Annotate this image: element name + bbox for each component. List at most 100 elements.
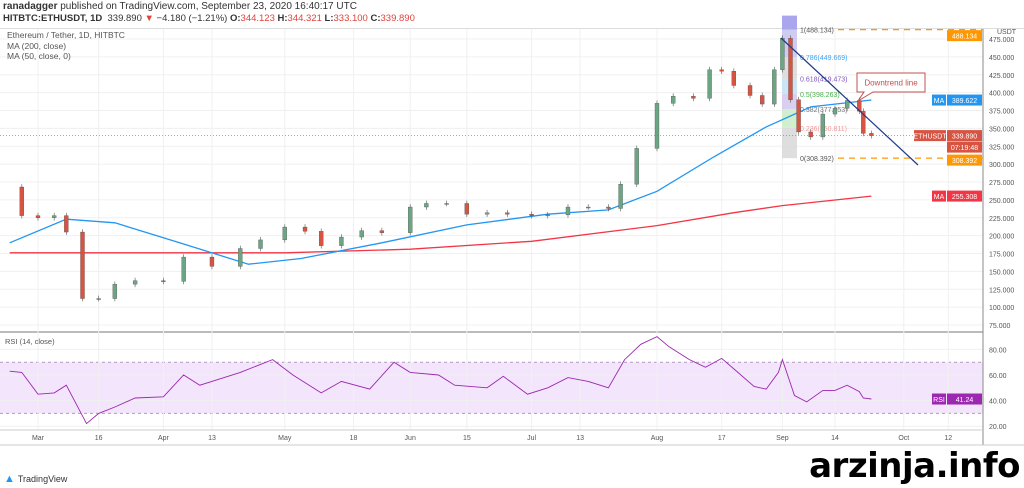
author-name[interactable]: ranadagger bbox=[3, 1, 58, 12]
candle-up bbox=[545, 214, 550, 217]
rsi-tick-label: 40.00 bbox=[989, 399, 1007, 406]
candle-up bbox=[282, 226, 287, 241]
y-tick-label: 275.000 bbox=[989, 180, 1014, 187]
rsi-value-label: 41.24 bbox=[956, 397, 974, 404]
candle-up bbox=[780, 38, 785, 70]
y-tick-label: 475.000 bbox=[989, 37, 1014, 44]
candle-up bbox=[820, 113, 826, 138]
ma200-tag-bg bbox=[932, 190, 946, 202]
x-tick-label: 15 bbox=[463, 435, 471, 442]
high-value: 344.321 bbox=[287, 13, 322, 24]
ma50-price-label: 389.622 bbox=[952, 98, 977, 105]
ohlc-bar: HITBTC:ETHUSDT, 1D 339.890 ▼ −4.180 (−1.… bbox=[3, 13, 415, 24]
tradingview-icon: ▲ bbox=[4, 473, 15, 485]
rsi-band bbox=[0, 362, 983, 414]
candle-down bbox=[731, 71, 737, 86]
fib-band bbox=[782, 15, 797, 30]
y-tick-label: 175.000 bbox=[989, 252, 1014, 259]
candle-up bbox=[586, 206, 591, 209]
candle-up bbox=[52, 215, 57, 218]
chart-legend: Ethereum / Tether, 1D, HITBTC MA (200, c… bbox=[7, 30, 125, 62]
x-tick-label: 16 bbox=[95, 435, 103, 442]
candle-up bbox=[339, 236, 344, 246]
fib-level-label: 0.382(377.053) bbox=[800, 107, 847, 114]
y-tick-label: 325.000 bbox=[989, 144, 1014, 151]
rsi-value-label-bg bbox=[947, 393, 982, 405]
candle-down bbox=[747, 85, 753, 96]
fib-band bbox=[782, 127, 797, 159]
published-text: published on TradingView.com, September … bbox=[60, 1, 357, 12]
legend-ma200[interactable]: MA (200, close) bbox=[7, 40, 67, 51]
candle-up bbox=[565, 206, 571, 216]
legend-symbol[interactable]: Ethereum / Tether, 1D, HITBTC bbox=[7, 30, 125, 40]
fib-level-label: 0(308.392) bbox=[800, 156, 834, 163]
ma50-price-label-bg bbox=[947, 94, 982, 106]
price-change: −4.180 (−1.21%) bbox=[156, 13, 228, 24]
ma50-tag-bg bbox=[932, 94, 946, 106]
rsi-line bbox=[9, 336, 872, 425]
candle-up bbox=[112, 284, 118, 299]
legend-ma50[interactable]: MA (50, close, 0) bbox=[7, 51, 71, 61]
last-price-label-bg bbox=[947, 130, 982, 142]
currency-label: USDT bbox=[997, 29, 1017, 36]
price-label-308-bg bbox=[947, 154, 982, 166]
x-tick-label: Mar bbox=[32, 435, 45, 442]
fib-level-label: 1(488.134) bbox=[800, 28, 834, 35]
x-tick-label: Jul bbox=[527, 435, 536, 442]
candle-up bbox=[96, 298, 101, 300]
candle-up bbox=[707, 69, 712, 99]
symbol-tag: ETHUSDT bbox=[913, 134, 947, 141]
ma200-tag: MA bbox=[934, 194, 945, 201]
candle-down bbox=[19, 186, 24, 216]
fib-level-label: 0.5(398.263) bbox=[800, 92, 840, 99]
x-tick-label: Apr bbox=[158, 435, 170, 442]
y-tick-label: 425.000 bbox=[989, 73, 1014, 80]
x-tick-label: 17 bbox=[718, 435, 726, 442]
rsi-tick-label: 60.00 bbox=[989, 373, 1007, 380]
fib-band bbox=[782, 93, 797, 110]
x-tick-label: May bbox=[278, 435, 292, 442]
candle-down bbox=[319, 231, 324, 246]
candle-down bbox=[719, 69, 724, 72]
callout-text: Downtrend line bbox=[864, 79, 918, 88]
candle-down bbox=[464, 203, 469, 215]
ma50-line bbox=[9, 99, 872, 265]
x-tick-label: 18 bbox=[350, 435, 358, 442]
x-tick-label: Oct bbox=[898, 435, 909, 442]
x-tick-label: 14 bbox=[831, 435, 839, 442]
x-tick-label: Aug bbox=[651, 435, 664, 442]
x-tick-label: Jun bbox=[405, 435, 416, 442]
candle-up bbox=[258, 239, 263, 249]
candle-up bbox=[654, 103, 660, 149]
x-tick-label: Sep bbox=[776, 435, 789, 442]
symbol-tag-bg bbox=[914, 130, 946, 142]
candle-up bbox=[618, 183, 623, 209]
candle-down bbox=[35, 215, 41, 218]
open-label: O: bbox=[229, 13, 241, 24]
y-tick-label: 200.000 bbox=[989, 234, 1014, 241]
candle-up bbox=[634, 148, 639, 185]
tradingview-logo[interactable]: ▲ TradingView bbox=[4, 473, 67, 485]
y-tick-label: 350.000 bbox=[989, 126, 1014, 133]
candle-down bbox=[302, 226, 308, 232]
ma200-line bbox=[9, 195, 872, 254]
ma200-price-label: 255.308 bbox=[952, 194, 977, 201]
candle-up bbox=[671, 96, 676, 104]
candle-up bbox=[359, 230, 364, 238]
candle-up bbox=[484, 212, 490, 215]
high-label: H: bbox=[277, 13, 288, 24]
candle-up bbox=[424, 203, 429, 208]
y-tick-label: 75.000 bbox=[989, 323, 1011, 330]
candle-down bbox=[788, 38, 793, 100]
callout-box bbox=[856, 72, 926, 102]
y-tick-label: 400.000 bbox=[989, 91, 1014, 98]
candle-down bbox=[80, 231, 85, 299]
low-value: 333.100 bbox=[333, 13, 368, 24]
down-arrow-icon: ▼ bbox=[144, 13, 154, 24]
y-tick-label: 125.000 bbox=[989, 287, 1014, 294]
candle-down bbox=[861, 111, 866, 134]
candle-up bbox=[772, 69, 777, 105]
rsi-tick-label: 20.00 bbox=[989, 424, 1007, 431]
pane-divider bbox=[0, 331, 983, 333]
